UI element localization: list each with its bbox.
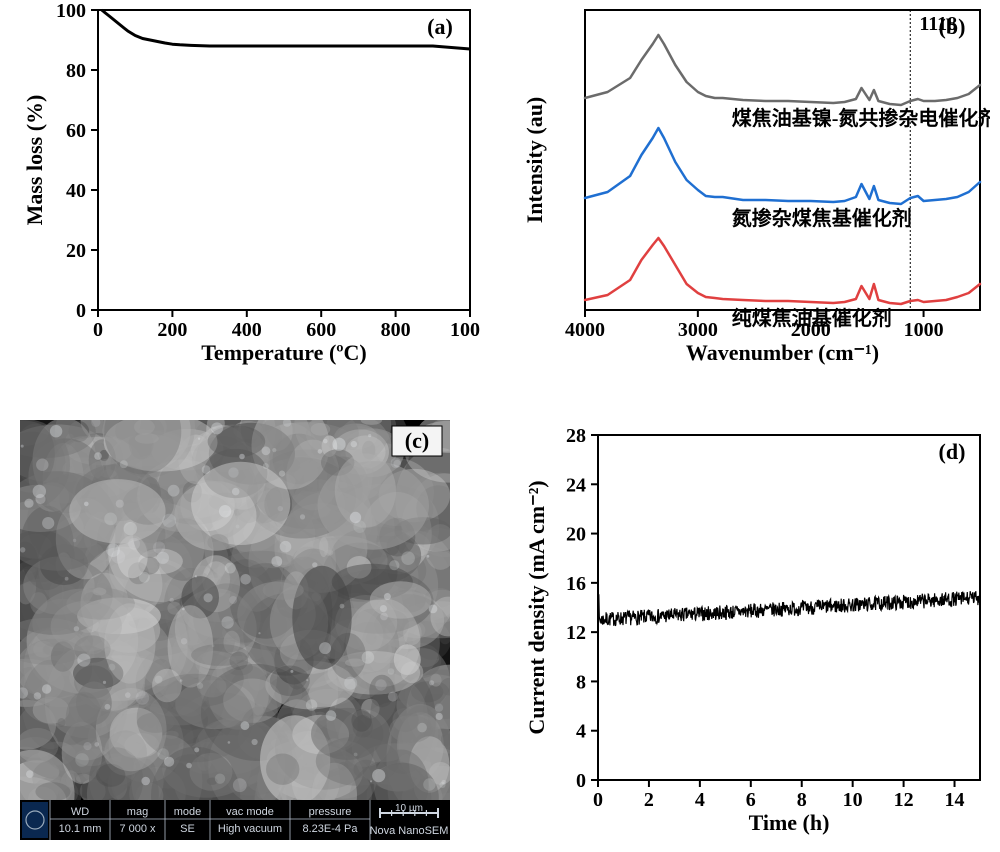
sem-header-4: pressure	[309, 806, 352, 818]
sem-instrument: Nova NanoSEM	[370, 825, 449, 837]
sem-header-1: mag	[127, 806, 148, 818]
sem-scalebar-text: 10 µm	[395, 803, 423, 814]
tga-line	[102, 10, 470, 49]
ftir-series-label-0: 煤焦油基镍-氮共掺杂电催化剂	[732, 106, 990, 130]
svg-text:28: 28	[566, 425, 586, 447]
svg-text:4: 4	[695, 789, 705, 811]
svg-text:16: 16	[566, 573, 586, 595]
ftir-series-label-2: 纯煤焦油基催化剂	[732, 306, 892, 330]
svg-text:60: 60	[66, 120, 86, 142]
panel-a-xlabel: Temperature (ºC)	[201, 340, 367, 365]
svg-text:8: 8	[797, 789, 807, 811]
svg-text:4000: 4000	[565, 319, 605, 341]
sem-value-4: 8.23E-4 Pa	[302, 823, 358, 835]
panel-d-label: (d)	[939, 439, 966, 464]
svg-text:8: 8	[576, 671, 586, 693]
svg-text:800: 800	[381, 319, 411, 341]
svg-text:20: 20	[66, 240, 86, 262]
svg-text:100: 100	[56, 0, 86, 22]
svg-text:6: 6	[746, 789, 756, 811]
svg-text:600: 600	[306, 319, 336, 341]
panel-a: 0 200 400 600 800 1000 0 20 40 60 80 100 Temperature…	[20, 0, 480, 370]
panel-d-svg: 024681012140481216202428Time (h)Current …	[520, 420, 990, 840]
sem-header-2: mode	[174, 806, 202, 818]
panel-b: 4000300020001000Wavenumber (cm⁻¹)Intensi…	[520, 0, 990, 370]
svg-text:200: 200	[157, 319, 187, 341]
sem-header-0: WD	[71, 806, 89, 818]
svg-text:0: 0	[93, 319, 103, 341]
panel-d-xlabel: Time (h)	[749, 810, 830, 835]
svg-text:12: 12	[894, 789, 914, 811]
sem-header-3: vac mode	[226, 806, 274, 818]
panel-b-label: (b)	[939, 14, 966, 39]
panel-a-ylabel: Mass loss (%)	[22, 95, 47, 226]
panel-a-label: (a)	[427, 14, 453, 39]
svg-text:80: 80	[66, 60, 86, 82]
ftir-series-1	[585, 128, 980, 204]
svg-text:1000: 1000	[904, 319, 944, 341]
panel-d: 024681012140481216202428Time (h)Current …	[520, 420, 990, 840]
sem-value-3: High vacuum	[218, 823, 282, 835]
svg-text:3000: 3000	[678, 319, 718, 341]
panel-c-label: (c)	[405, 428, 429, 453]
panel-c-svg: (c) WD mag mode vac mode pressure 10.1 mm 7 000…	[20, 420, 450, 840]
sem-value-0: 10.1 mm	[59, 823, 102, 835]
ftir-series-label-1: 氮掺杂煤焦基催化剂	[732, 206, 912, 230]
svg-text:400: 400	[232, 319, 262, 341]
figure-grid: 02004006008001000020406080100Temperature…	[0, 0, 1000, 852]
svg-text:0: 0	[593, 789, 603, 811]
svg-text:2: 2	[644, 789, 654, 811]
svg-text:0: 0	[76, 300, 86, 322]
svg-text:20: 20	[566, 524, 586, 546]
panel-b-ylabel: Intensity (au)	[522, 97, 547, 224]
svg-text:14: 14	[945, 789, 965, 811]
panel-b-svg: 4000300020001000Wavenumber (cm⁻¹)Intensi…	[520, 0, 990, 370]
svg-text:10: 10	[843, 789, 863, 811]
svg-text:24: 24	[566, 474, 586, 496]
svg-text:0: 0	[576, 770, 586, 792]
svg-text:40: 40	[66, 180, 86, 202]
chronoamperometry-line	[598, 591, 980, 626]
panel-d-ylabel: Current density (mA cm⁻²)	[524, 480, 549, 734]
svg-text:12: 12	[566, 622, 586, 644]
sem-value-2: SE	[180, 823, 195, 835]
panel-a-svg: 0 200 400 600 800 1000 0 20 40 60 80 100 Temperature…	[20, 0, 480, 370]
sem-value-1: 7 000 x	[119, 823, 156, 835]
ftir-series-2	[585, 238, 980, 304]
svg-text:4: 4	[576, 721, 586, 743]
panel-c: (c) WD mag mode vac mode pressure 10.1 mm 7 000…	[20, 420, 450, 840]
svg-text:1000: 1000	[450, 319, 480, 341]
panel-b-xlabel: Wavenumber (cm⁻¹)	[686, 340, 879, 365]
ftir-series-0	[585, 35, 980, 105]
